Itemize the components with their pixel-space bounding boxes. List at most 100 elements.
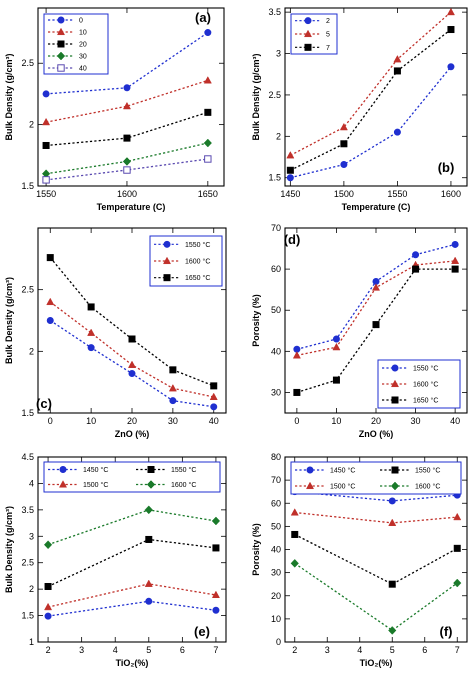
x-tick-label: 10 — [331, 416, 341, 426]
data-point — [332, 335, 340, 343]
legend-label: 2 — [326, 18, 330, 25]
data-point — [46, 254, 54, 262]
x-tick-label: 0 — [294, 416, 299, 426]
x-axis-label: ZnO (%) — [359, 429, 394, 439]
legend-label: 1550 °C — [413, 365, 438, 373]
panel-label: (c) — [36, 396, 52, 411]
data-point — [212, 544, 220, 552]
data-point — [291, 530, 299, 538]
panel-5: 2 3 4 5 6 7 1 1.5 2 2.5 3 3.5 4 4.5 TiO₂(%) Bulk Densit… — [4, 452, 227, 668]
legend: 1550 °C 1600 °C 1650 °C — [149, 235, 223, 287]
data-point — [451, 265, 459, 273]
x-tick-label: 2 — [46, 645, 51, 655]
data-point — [393, 128, 401, 136]
data-point — [210, 382, 218, 390]
y-tick-label: 4 — [29, 478, 34, 488]
legend-label: 1600 °C — [415, 483, 440, 491]
legend-label: 5 — [326, 32, 330, 39]
data-point — [290, 508, 299, 516]
legend: 1550 °C 1600 °C 1650 °C — [377, 359, 461, 409]
series-5 — [286, 7, 455, 159]
legend-marker — [306, 466, 314, 474]
series-1450C — [44, 597, 220, 620]
y-tick-label: 70 — [271, 475, 281, 485]
x-tick-label: 30 — [168, 416, 178, 426]
data-point — [44, 612, 52, 620]
legend-label: 1650 °C — [185, 274, 210, 282]
series-line — [294, 511, 458, 524]
y-tick-label: 1.5 — [21, 611, 34, 621]
y-tick-label: 40 — [271, 346, 281, 356]
y-tick-label: 2 — [29, 346, 34, 356]
legend-marker — [59, 465, 67, 473]
y-tick-label: 2 — [29, 120, 34, 130]
y-tick-label: 4.5 — [21, 452, 34, 462]
x-tick-label: 5 — [390, 645, 395, 655]
series-line — [45, 79, 208, 123]
data-point — [293, 388, 301, 396]
legend-label: 0 — [79, 18, 83, 25]
y-tick-label: 3.5 — [268, 7, 281, 17]
legend-label: 1450 °C — [83, 466, 108, 474]
data-point — [210, 403, 218, 411]
y-tick-label: 2 — [29, 584, 34, 594]
data-point — [87, 328, 96, 336]
data-point — [44, 602, 53, 611]
y-tick-label: 2 — [276, 131, 281, 141]
y-axis-label: Bulk Density (g/cm³) — [4, 277, 14, 364]
data-point — [451, 240, 459, 248]
legend-marker — [303, 29, 313, 38]
legend-marker — [304, 43, 312, 51]
data-point — [209, 392, 218, 401]
series-1550C — [291, 530, 461, 588]
y-tick-label: 30 — [271, 568, 281, 578]
x-tick-label: 1600 — [117, 189, 137, 199]
legend-label: 1550 °C — [185, 241, 210, 249]
series-line — [294, 562, 458, 632]
data-point — [290, 559, 299, 568]
data-point — [453, 578, 462, 588]
data-point — [87, 344, 95, 352]
data-point — [123, 84, 131, 92]
data-point — [412, 251, 420, 259]
panel-4: 0 10 20 30 40 30 40 50 60 70 ZnO (%) Porosity (%) 15… — [251, 223, 468, 439]
data-point — [46, 316, 54, 324]
y-axis-label: Porosity (%) — [251, 294, 261, 347]
x-tick-label: 10 — [86, 416, 96, 426]
legend-label: 1650 °C — [413, 397, 438, 405]
y-tick-label: 80 — [271, 452, 281, 462]
data-point — [388, 497, 396, 505]
x-axis-label: ZnO (%) — [115, 429, 150, 439]
legend-label: 1600 °C — [171, 481, 196, 489]
y-tick-label: 3 — [276, 49, 281, 59]
series-line — [290, 66, 452, 179]
y-axis-label: Bulk Density (g/cm³) — [4, 506, 14, 593]
data-point — [393, 55, 402, 63]
plot-frame — [37, 7, 225, 187]
x-axis-label: Temperature (C) — [342, 202, 411, 212]
y-tick-label: 1.5 — [21, 408, 34, 418]
data-point — [42, 141, 50, 149]
data-point — [286, 166, 294, 174]
legend-marker — [58, 480, 68, 488]
series-line — [294, 533, 458, 585]
x-tick-label: 7 — [213, 645, 218, 655]
x-tick-label: 40 — [450, 416, 460, 426]
legend: 0 10 20 30 40 — [43, 13, 109, 75]
legend-marker — [163, 274, 171, 282]
legend-label: 10 — [79, 30, 87, 37]
series-line — [47, 509, 217, 546]
data-point — [127, 360, 137, 368]
y-tick-label: 2.5 — [268, 90, 281, 100]
series-1500C — [290, 508, 462, 526]
legend-marker — [305, 481, 315, 490]
series-1600C — [46, 297, 218, 401]
series-1550C — [293, 240, 459, 353]
x-tick-label: 3 — [79, 645, 84, 655]
legend-label: 1550 °C — [171, 466, 196, 474]
y-axis-label: Porosity (%) — [251, 523, 261, 576]
series-line — [49, 301, 214, 398]
legend-label: 1600 °C — [185, 258, 210, 266]
legend-marker — [391, 364, 399, 372]
legend-box — [43, 461, 221, 493]
